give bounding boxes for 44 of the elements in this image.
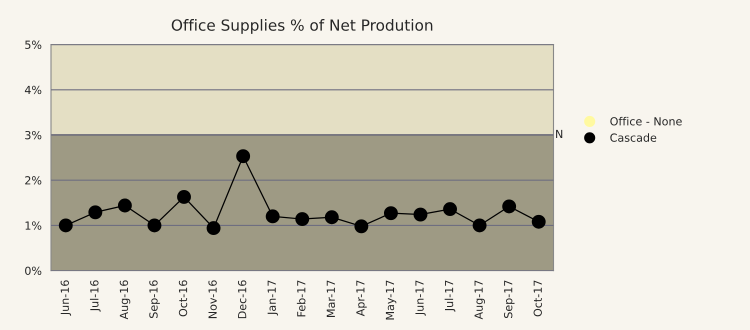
point [324,210,339,224]
x-tick-label: Apr-17 [356,280,367,316]
y-tick-label: 0% [25,266,42,275]
x-tick-label: Jul-17 [444,280,456,312]
point [206,221,221,236]
point [384,206,398,220]
y-tick-label: 5% [25,40,42,49]
y-tick-label: 4% [24,86,42,94]
point [177,190,191,204]
point [295,212,310,226]
y-tick-label: 2% [25,176,42,185]
x-tick-label: Jun-17 [415,280,426,316]
x-tick-label: Aug-16 [120,280,130,320]
legend-label: Office - None [610,116,682,126]
x-tick-label: Feb-17 [296,280,306,316]
x-tick-label: May-17 [386,280,396,320]
point [118,198,132,212]
x-tick-label: Oct-17 [534,280,542,316]
x-tick-label: Oct-16 [178,280,188,316]
point [502,199,516,214]
chart-title: Office Supplies % of Net Prodution [172,19,432,34]
x-tick-label: Jul-16 [90,280,101,312]
point [532,214,546,229]
y-tick-label: 3% [25,130,42,140]
point [88,205,102,220]
point [443,202,457,216]
y-tick-label: 1% [26,221,42,230]
x-tick-label: Jun-16 [60,280,72,316]
x-tick-label: Jan-17 [268,280,278,316]
point [414,208,428,222]
x-tick-label: Sep-16 [149,280,160,318]
point [236,149,250,164]
point [58,218,73,232]
x-tick-label: Mar-17 [326,280,336,317]
legend-label: Cascade [610,133,656,142]
point [472,218,487,232]
x-tick-label: Sep-17 [504,280,515,318]
point [354,219,368,234]
x-tick-label: Nov-16 [208,280,217,318]
point [266,209,280,224]
x-tick-label: Dec-16 [238,280,246,318]
point [148,218,162,232]
x-tick-label: Aug-17 [474,280,485,320]
ref-line-label: N [556,130,562,138]
